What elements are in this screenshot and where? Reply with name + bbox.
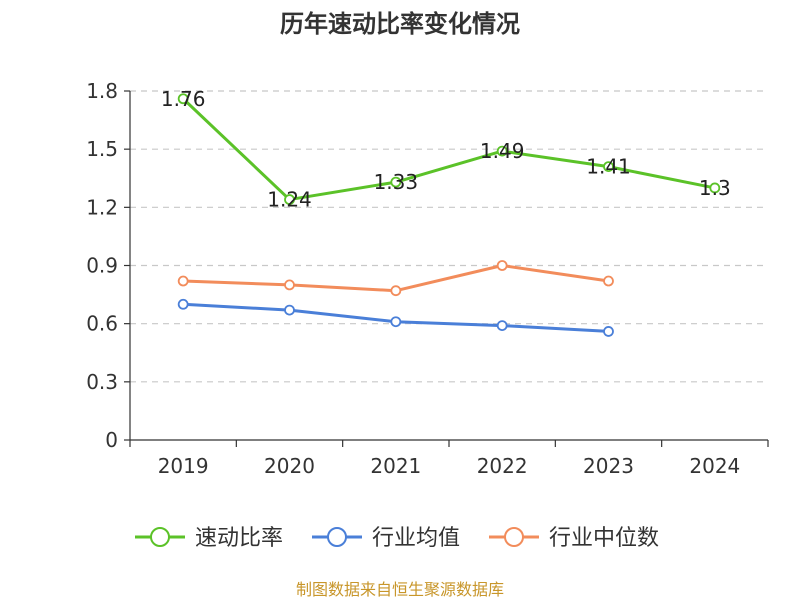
series-line-0 [182, 97, 716, 202]
data-label: 1.33 [374, 170, 419, 194]
y-tick-label: 1.5 [86, 137, 118, 161]
data-point[interactable] [284, 194, 295, 205]
data-point[interactable] [177, 93, 189, 105]
series-group [177, 93, 721, 337]
y-tick-label: 0.9 [86, 254, 118, 278]
data-point[interactable] [177, 298, 189, 310]
legend-item-0[interactable]: 速动比率 [135, 526, 283, 551]
legend-marker [150, 527, 170, 547]
legend-marker [327, 527, 347, 547]
grid-lines [130, 90, 768, 383]
legend-item-1[interactable]: 行业均值 [312, 526, 460, 551]
axes: 0 0.3 0.6 0.9 1.2 1.5 1.8 2019 2020 2021 2022 2023 2… [86, 79, 769, 478]
x-tick-label: 2023 [583, 454, 634, 478]
legend-marker [504, 527, 524, 547]
y-tick-label: 0 [105, 428, 118, 452]
legend-label: 速动比率 [195, 526, 283, 551]
chart-title: 历年速动比率变化情况 [280, 10, 520, 38]
legend-label: 行业中位数 [549, 526, 659, 551]
data-point[interactable] [496, 320, 508, 332]
data-point[interactable] [390, 285, 402, 297]
data-label: 1.49 [480, 139, 525, 163]
data-point[interactable] [284, 304, 295, 316]
data-point[interactable] [603, 275, 614, 287]
data-point[interactable] [496, 260, 508, 271]
y-tick-label: 1.2 [86, 195, 118, 219]
data-label: 1.41 [586, 155, 631, 179]
data-label: 1.3 [699, 176, 731, 200]
data-label: 1.24 [267, 188, 312, 212]
data-point[interactable] [390, 176, 402, 188]
x-tick-label: 2022 [477, 454, 528, 478]
x-tick-label: 2020 [264, 454, 315, 478]
data-point[interactable] [496, 145, 508, 157]
legend[interactable]: 速动比率 行业均值 行业中位数 [135, 526, 659, 551]
y-tick-label: 1.8 [86, 79, 118, 103]
data-point[interactable] [603, 161, 614, 173]
data-point[interactable] [390, 316, 402, 328]
data-point[interactable] [709, 182, 721, 194]
x-tick-label: 2024 [689, 454, 740, 478]
x-tick-label: 2021 [370, 454, 421, 478]
y-tick-label: 0.3 [86, 370, 118, 394]
data-label: 1.76 [161, 87, 206, 111]
y-tick-label: 0.6 [86, 312, 118, 336]
data-point[interactable] [284, 279, 295, 291]
x-tick-label: 2019 [158, 454, 209, 478]
legend-item-2[interactable]: 行业中位数 [489, 526, 659, 551]
legend-label: 行业均值 [372, 526, 460, 551]
data-labels: 1.76 1.24 1.33 1.49 1.41 1.3 [161, 87, 731, 212]
data-point[interactable] [603, 326, 614, 337]
source-note: 制图数据来自恒生聚源数据库 [296, 580, 504, 599]
data-point[interactable] [177, 275, 189, 287]
